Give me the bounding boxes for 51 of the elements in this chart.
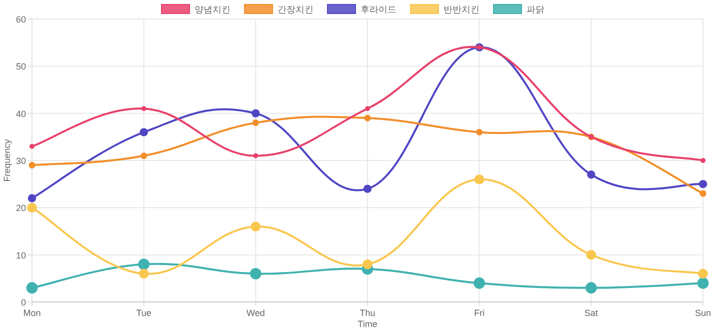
point [138, 258, 150, 270]
point [700, 190, 706, 197]
point [28, 162, 36, 169]
point [365, 106, 370, 112]
point [474, 174, 484, 184]
point [141, 106, 146, 112]
x-tick-label: Tue [136, 308, 152, 318]
point [362, 259, 372, 270]
x-tick-label: Sat [584, 308, 598, 318]
legend-label: 파닭 [526, 4, 544, 14]
point [250, 268, 262, 280]
point [697, 277, 709, 289]
legend-label: 양념치킨 [194, 4, 230, 14]
point [587, 170, 596, 179]
point [140, 128, 148, 136]
point [700, 158, 706, 163]
point [476, 128, 483, 136]
y-tick-label: 40 [16, 108, 26, 119]
point [586, 250, 596, 260]
y-tick-label: 50 [16, 62, 26, 72]
y-tick-label: 20 [16, 203, 26, 214]
legend-label: 반반치킨 [444, 4, 480, 14]
point [474, 277, 486, 289]
x-tick-label: Thu [360, 308, 376, 318]
point [26, 282, 38, 294]
legend-label: 간장치킨 [278, 4, 314, 14]
x-axis-title: Time [358, 319, 378, 329]
point [30, 144, 34, 149]
point [253, 153, 258, 158]
y-tick-label: 30 [16, 156, 26, 166]
point [250, 222, 261, 232]
x-tick-label: Fri [474, 308, 485, 318]
point [364, 114, 371, 122]
point [140, 152, 148, 160]
point [28, 194, 36, 202]
point [698, 180, 708, 188]
point [252, 109, 260, 118]
y-tick-label: 0 [20, 298, 26, 308]
point [138, 268, 149, 279]
x-tick-label: Sun [694, 308, 712, 318]
point [252, 119, 259, 126]
point [698, 268, 708, 279]
point [363, 184, 372, 193]
y-tick-label: 10 [16, 250, 26, 260]
x-tick-label: Mon [23, 308, 41, 318]
point [585, 282, 597, 294]
legend-label: 후라이드 [360, 4, 396, 14]
x-tick-label: Wed [246, 308, 265, 318]
point [27, 202, 37, 213]
y-tick-label: 60 [16, 14, 26, 24]
y-axis-title: Frequency [2, 138, 12, 182]
